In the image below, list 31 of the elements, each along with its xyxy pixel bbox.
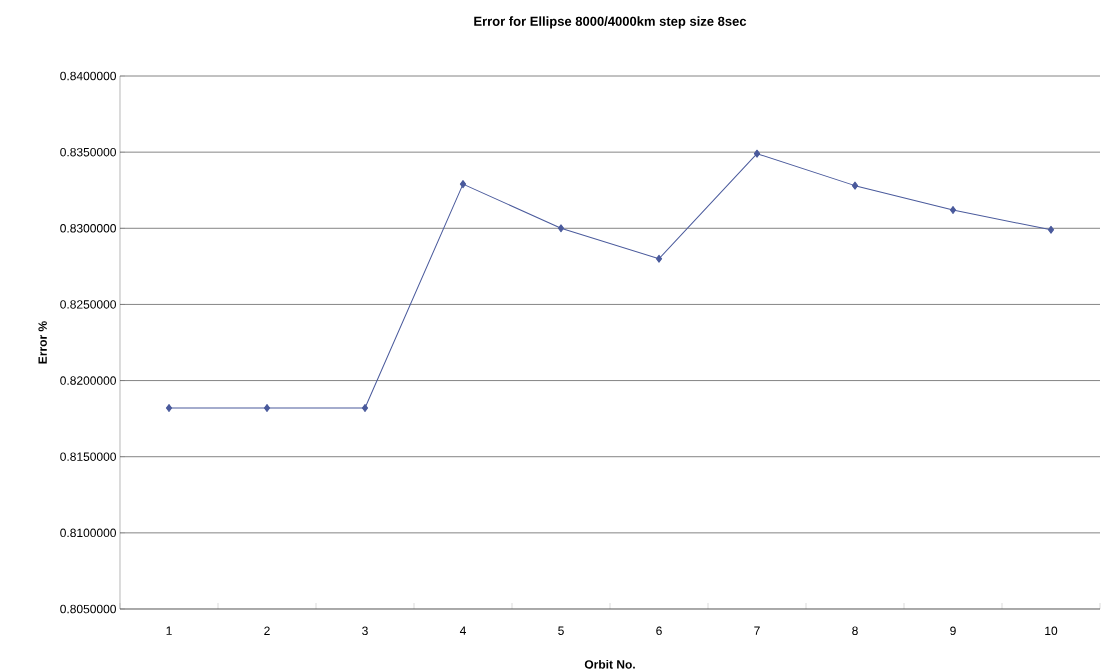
x-tick-label: 5 bbox=[558, 626, 564, 635]
x-tick-label: 3 bbox=[362, 626, 368, 636]
x-tick-label: 1 bbox=[166, 626, 172, 635]
y-tick-label: 0.8350000 bbox=[60, 147, 116, 157]
chart-title: Error for Ellipse 8000/4000km step size 8sec bbox=[474, 16, 747, 29]
point bbox=[459, 180, 467, 189]
y-axis-title: Error % bbox=[38, 321, 47, 364]
point bbox=[557, 224, 565, 233]
point bbox=[655, 254, 663, 263]
point bbox=[753, 149, 761, 158]
y-tick-label: 0.8150000 bbox=[60, 452, 116, 461]
y-tick-label: 0.8100000 bbox=[60, 528, 116, 538]
y-tick-label: 0.8300000 bbox=[60, 224, 116, 233]
y-tick-label: 0.8250000 bbox=[60, 300, 116, 309]
point bbox=[851, 181, 859, 190]
x-tick-label: 9 bbox=[950, 626, 956, 636]
x-tick-label: 8 bbox=[852, 626, 858, 636]
y-tick-label: 0.8400000 bbox=[60, 71, 116, 81]
x-axis-title: Orbit No. bbox=[584, 659, 635, 669]
point bbox=[361, 403, 369, 412]
y-tick-label: 0.8200000 bbox=[60, 376, 116, 385]
x-tick-label: 4 bbox=[459, 626, 466, 635]
point bbox=[165, 403, 173, 412]
point bbox=[263, 403, 271, 412]
point bbox=[1047, 225, 1055, 234]
point bbox=[949, 206, 957, 215]
x-tick-label: 7 bbox=[754, 626, 760, 635]
x-tick-label: 2 bbox=[264, 626, 270, 635]
x-tick-label: 6 bbox=[656, 626, 662, 636]
y-tick-label: 0.8050000 bbox=[60, 604, 116, 614]
x-tick-label: 10 bbox=[1045, 626, 1058, 636]
